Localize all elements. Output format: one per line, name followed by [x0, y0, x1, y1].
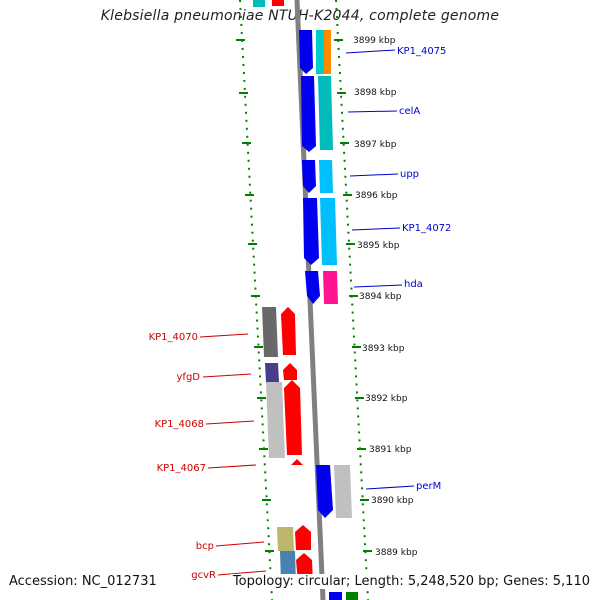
- gene-label-kp1-4072[interactable]: KP1_4072: [402, 223, 451, 234]
- cog-box: [323, 271, 338, 304]
- gene-label-kp1-4067[interactable]: KP1_4067: [157, 463, 206, 474]
- scale-label: 3890 kbp: [371, 496, 414, 506]
- gene-label-kp1-4068[interactable]: KP1_4068: [155, 419, 204, 430]
- cog-box: [253, 0, 265, 7]
- gene-label-kp1-4070[interactable]: KP1_4070: [149, 332, 198, 343]
- cog-box: [266, 382, 285, 458]
- scale-label: 3891 kbp: [369, 445, 412, 455]
- scale-label: 3898 kbp: [354, 88, 397, 98]
- gene-label-bcp[interactable]: bcp: [196, 541, 214, 552]
- cog-box: [346, 592, 358, 600]
- cog-box: [277, 527, 294, 551]
- gene-hda-arrow[interactable]: [305, 271, 320, 304]
- right-label-lines: [345, 49, 415, 490]
- accession-text: Accession: NC_012731: [7, 574, 159, 589]
- forward-cog-boxes: [316, 30, 358, 600]
- scale-label: 3899 kbp: [353, 36, 396, 46]
- scale-label: 3897 kbp: [354, 140, 397, 150]
- gene-perm-arrow[interactable]: [316, 465, 333, 518]
- left-boundary-line: [239, 0, 273, 600]
- scale-label: 3893 kbp: [362, 344, 405, 354]
- reverse-cog-boxes: [253, 0, 296, 584]
- gene-top-reverse-arrow: [272, 0, 284, 6]
- cog-box: [316, 30, 324, 74]
- gene-label-hda[interactable]: hda: [404, 279, 423, 290]
- right-major-ticks: [334, 39, 372, 552]
- gene-label-kp1-4075[interactable]: KP1_4075: [397, 46, 446, 57]
- gene-label-perm[interactable]: perM: [416, 481, 441, 492]
- gene-bcp-arrow[interactable]: [295, 525, 311, 550]
- cog-box: [318, 76, 333, 150]
- cog-box: [319, 160, 333, 193]
- gene-kp1-4070-arrow[interactable]: [281, 307, 296, 355]
- scale-label: 3892 kbp: [365, 394, 408, 404]
- cog-box: [265, 363, 279, 382]
- cog-box: [320, 198, 337, 265]
- genome-summary-text: Topology: circular; Length: 5,248,520 bp…: [230, 574, 592, 589]
- left-label-lines: [199, 333, 267, 576]
- gene-label-gcvr[interactable]: gcvR: [191, 570, 216, 581]
- cog-box: [324, 30, 331, 74]
- cog-box: [262, 307, 278, 357]
- gene-yfgd-arrow[interactable]: [283, 363, 297, 380]
- gene-bottom-forward-arrow: [329, 592, 342, 600]
- forward-genes: [299, 30, 342, 600]
- gene-label-yfgd[interactable]: yfgD: [177, 372, 201, 383]
- gene-kp1-4068-arrow[interactable]: [284, 380, 302, 455]
- gene-kp1-4072-arrow[interactable]: [303, 198, 319, 265]
- scale-label: 3889 kbp: [375, 548, 418, 558]
- gene-kp1-4075-arrow[interactable]: [299, 30, 313, 74]
- cog-box: [334, 465, 352, 518]
- gene-label-upp[interactable]: upp: [400, 169, 419, 180]
- scale-label: 3895 kbp: [357, 241, 400, 251]
- gene-cela-arrow[interactable]: [301, 76, 316, 152]
- scale-label: 3896 kbp: [355, 191, 398, 201]
- gene-label-cela[interactable]: celA: [399, 106, 420, 117]
- gene-upp-arrow[interactable]: [302, 160, 316, 193]
- gene-kp1-4067-arrow[interactable]: [291, 459, 303, 465]
- scale-label: 3894 kbp: [359, 292, 402, 302]
- left-major-ticks: [236, 39, 274, 552]
